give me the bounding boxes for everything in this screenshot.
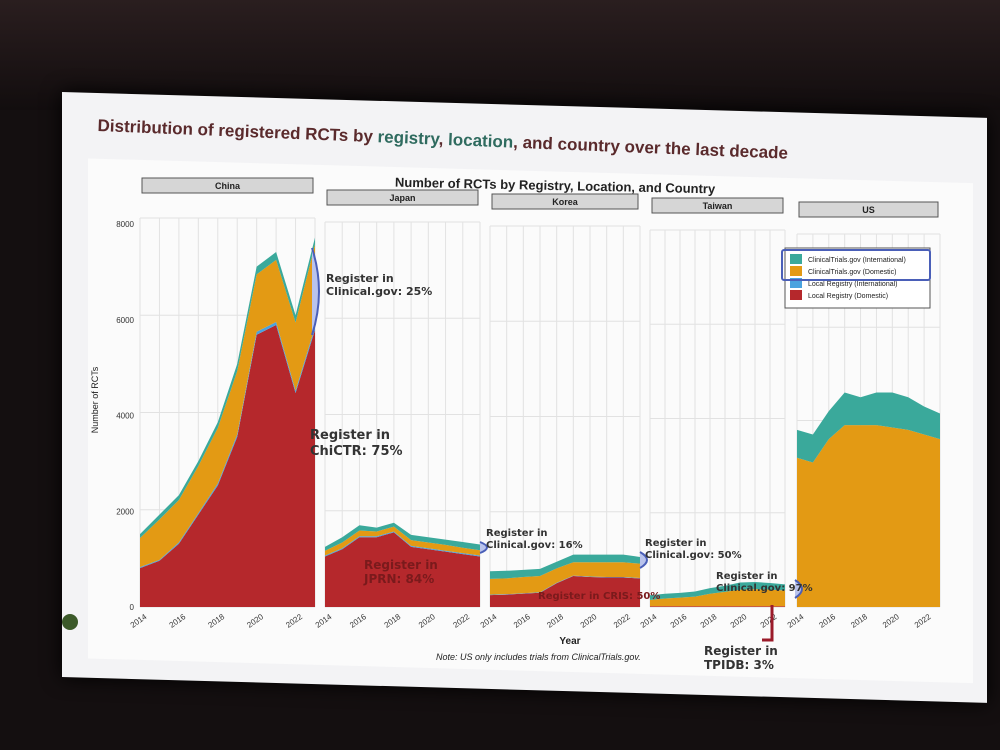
annotation-china-local: Register in ChiCTR: 75% (310, 428, 403, 459)
legend-swatch (790, 266, 802, 276)
bracket-icon (639, 551, 648, 569)
logo-icon (62, 614, 78, 630)
annotation-japan-local: Register in JPRN: 84% (364, 558, 438, 587)
area-korea-local-registry-international (490, 575, 640, 596)
annotation-japan-ct: Register in Clinical.gov: 16% (486, 528, 583, 551)
facet-strip-japan (326, 189, 479, 206)
y-tick-label: 0 (130, 603, 135, 612)
y-tick-label: 8000 (116, 220, 134, 229)
facet-label-china: China (215, 181, 241, 191)
y-tick-label: 4000 (116, 412, 134, 421)
facet-label-us: US (862, 205, 875, 215)
legend-entry: ClinicalTrials.gov (International) (808, 257, 906, 264)
y-tick-label: 6000 (116, 316, 134, 325)
bracket-icon (794, 579, 803, 599)
area-us-clinicaltrials-gov-domestic (797, 425, 940, 607)
x-axis-label: Year (559, 636, 580, 647)
facet-strip-taiwan (651, 197, 784, 214)
legend (784, 247, 931, 309)
facet-label-taiwan: Taiwan (703, 201, 733, 211)
annotation-korea-ct: Register in Clinical.gov: 50% (645, 538, 742, 561)
facet-strip-us (798, 201, 939, 218)
arrow-icon (762, 605, 774, 642)
chart-note: Note: US only includes trials from Clini… (436, 652, 641, 662)
room-background (0, 0, 1000, 110)
y-tick-label: 2000 (116, 507, 134, 516)
area-china-local-registry-domestic (140, 324, 315, 607)
annotation-china-ct: Register in Clinical.gov: 25% (326, 272, 433, 299)
legend-swatch (790, 254, 802, 264)
area-japan-clinicaltrials-gov-international (325, 522, 480, 551)
area-taiwan-clinicaltrials-gov-international (650, 582, 785, 600)
legend-entry: Local Registry (International) (808, 281, 898, 288)
legend-swatch (790, 278, 802, 288)
area-japan-local-registry-international (325, 531, 480, 557)
area-taiwan-clinicaltrials-gov-domestic (650, 589, 785, 607)
area-korea-local-registry-domestic (490, 576, 640, 607)
facet-strip-china (141, 177, 314, 194)
area-taiwan-local-registry-domestic (650, 606, 785, 607)
facet-strip-korea (491, 193, 639, 210)
area-us-clinicaltrials-gov-international (797, 392, 940, 463)
area-korea-clinicaltrials-gov-domestic (490, 562, 640, 595)
annotation-taiwan-local: Register in TPIDB: 3% (704, 644, 778, 673)
area-japan-local-registry-domestic (325, 532, 480, 607)
area-korea-clinicaltrials-gov-international (490, 554, 640, 579)
bracket-icon (311, 247, 320, 336)
legend-swatch (790, 290, 802, 300)
y-axis-label: Number of RCTs (90, 366, 100, 433)
facet-label-japan: Japan (389, 193, 415, 203)
annotation-korea-local: Register in CRIS: 50% (538, 591, 661, 602)
area-japan-clinicaltrials-gov-domestic (325, 526, 480, 556)
bracket-icon (479, 541, 488, 554)
facet-label-korea: Korea (552, 197, 579, 207)
annotation-taiwan-ct: Register in Clinical.gov: 97% (716, 571, 813, 594)
legend-entry: ClinicalTrials.gov (Domestic) (808, 269, 896, 276)
legend-highlight (781, 249, 931, 281)
legend-entry: Local Registry (Domestic) (808, 293, 888, 300)
area-china-clinicaltrials-gov-domestic (140, 244, 315, 568)
